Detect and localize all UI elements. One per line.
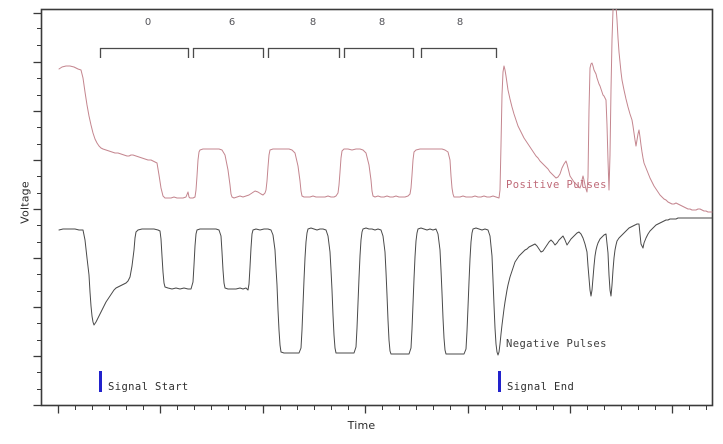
- x-axis-ticks: [57, 405, 707, 414]
- span-number: 8: [378, 17, 386, 28]
- x-axis-label: Time: [347, 419, 376, 432]
- signal-start-label: Signal Start: [108, 381, 189, 393]
- span-number: 0: [144, 17, 152, 28]
- positive-pulse-trace: [58, 9, 713, 213]
- span-number: 6: [228, 17, 236, 28]
- negative-pulses-label: Negative Pulses: [506, 338, 607, 350]
- positive-pulses-label: Positive Pulses: [506, 179, 607, 191]
- span-number: 8: [309, 17, 317, 28]
- signal-end-marker: [498, 371, 501, 392]
- y-axis-ticks: [33, 12, 42, 407]
- plot-frame: [40, 8, 714, 407]
- negative-pulse-trace: [58, 217, 713, 356]
- span-brackets: [99, 47, 498, 58]
- y-axis-label: Voltage: [18, 181, 32, 224]
- signal-end-label: Signal End: [507, 381, 575, 393]
- signal-start-marker: [99, 371, 102, 392]
- signal-traces: [58, 9, 713, 356]
- axes-spines: [40, 8, 714, 407]
- span-number: 8: [456, 17, 464, 28]
